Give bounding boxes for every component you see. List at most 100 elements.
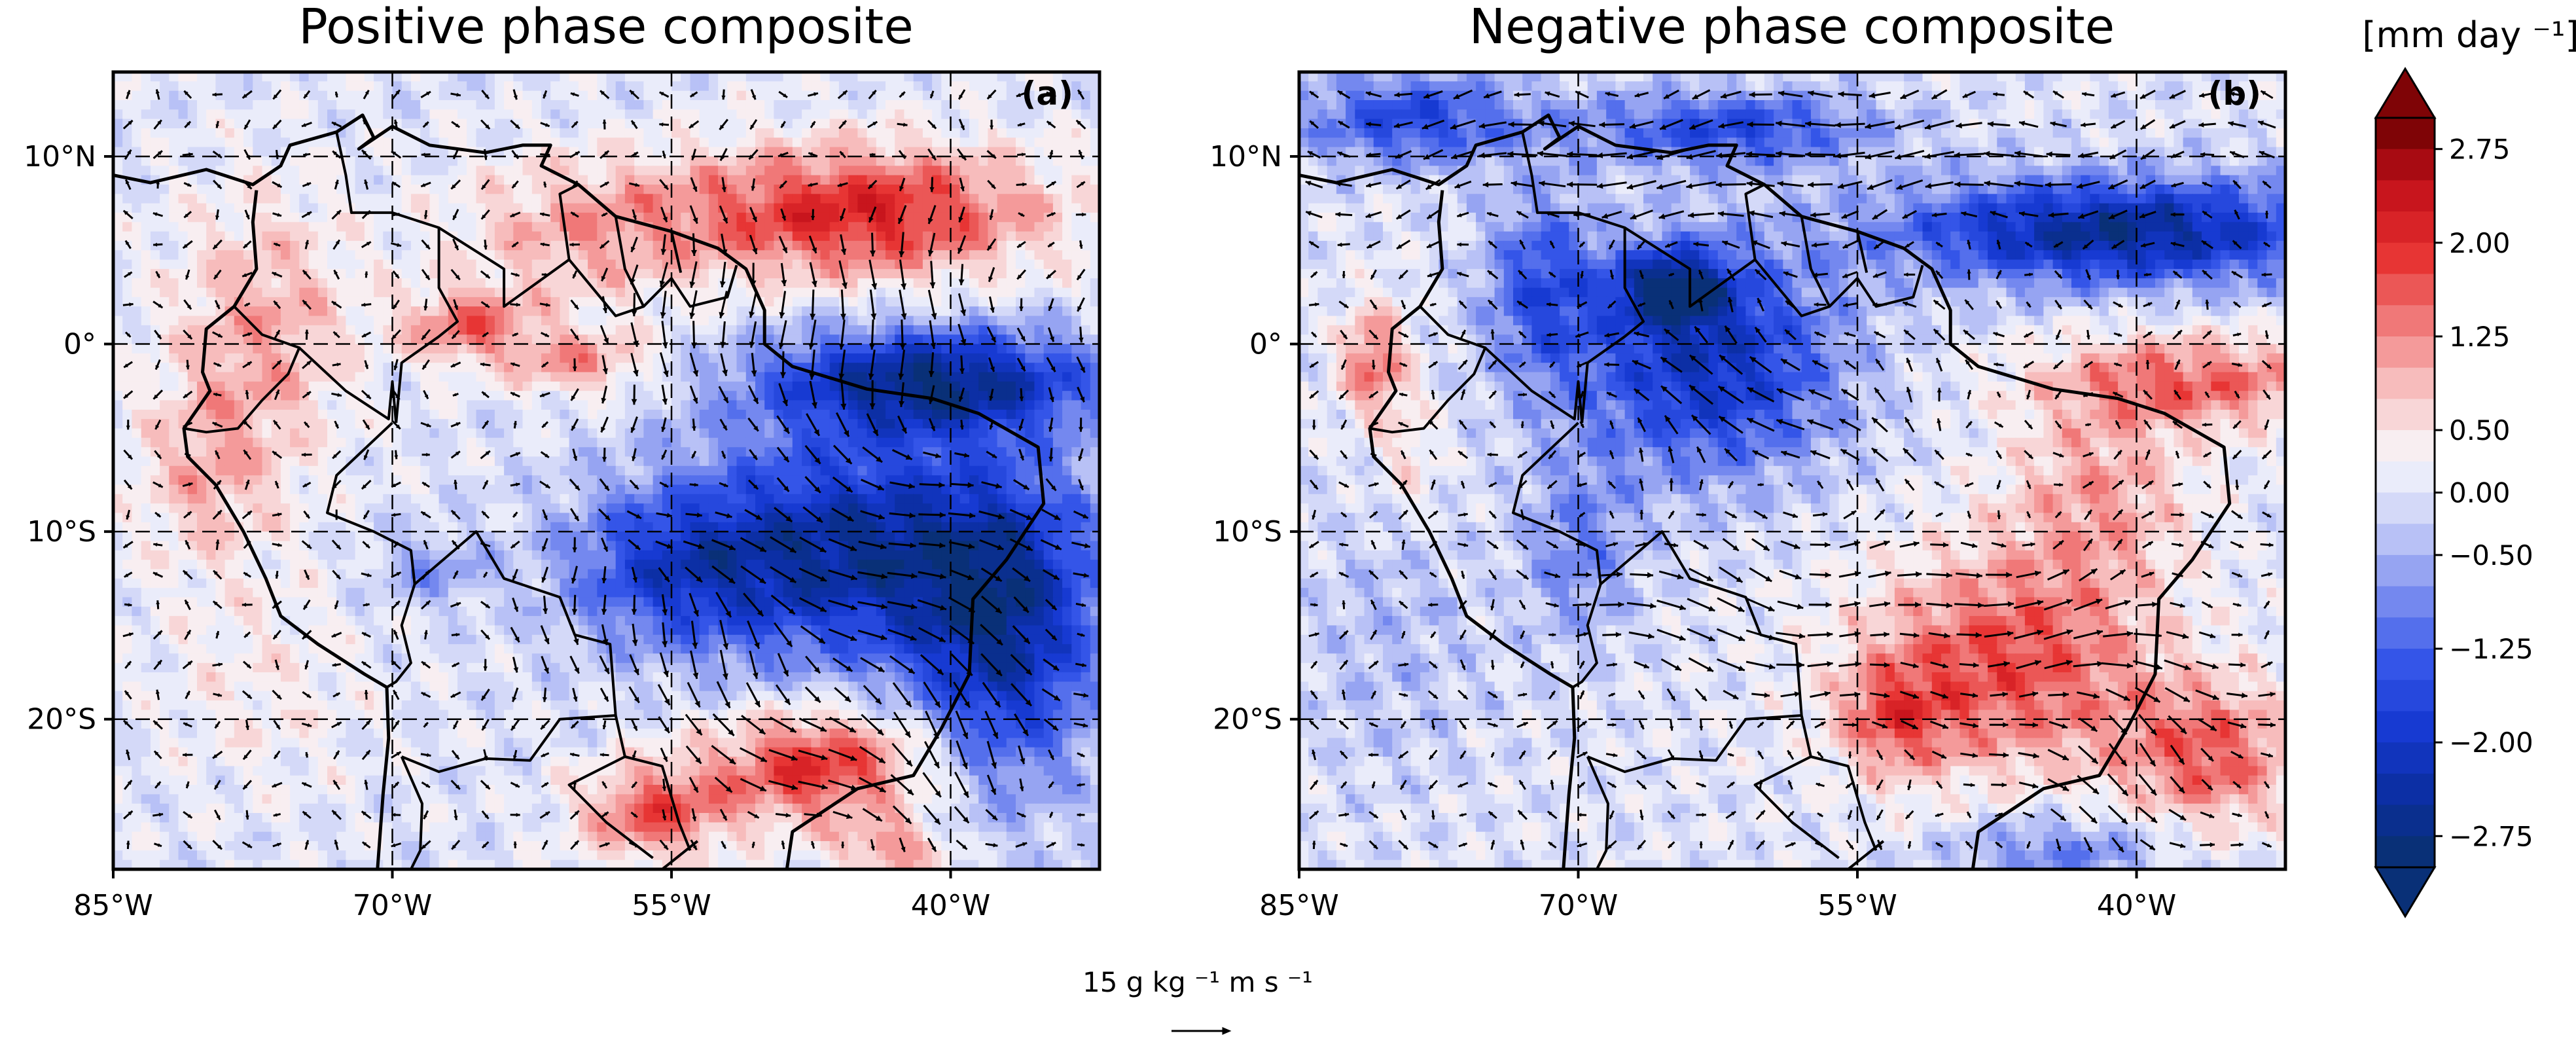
field-cell [969,212,979,223]
field-cell [522,381,533,391]
field-cell [522,203,533,213]
field-cell [988,128,998,139]
field-cell [1090,109,1100,120]
field-cell [1052,494,1063,504]
field-cell [922,240,933,251]
field-cell [448,90,458,101]
field-cell [113,297,123,307]
field-cell [634,465,645,476]
field-cell [383,231,393,242]
field-cell [941,250,952,261]
field-cell [774,212,784,223]
field-cell [513,381,524,391]
field-cell [950,212,961,223]
field-cell [885,90,895,101]
field-cell [429,287,440,298]
field-cell [457,316,467,326]
field-cell [355,372,365,382]
field-cell [1016,100,1026,111]
field-cell [467,297,477,307]
field-cell [467,100,477,111]
field-cell [969,222,979,232]
field-cell [150,456,160,467]
field-cell [178,475,188,486]
field-cell [299,72,310,82]
field-cell [736,475,747,486]
field-cell [336,316,347,326]
field-cell [494,185,505,195]
field-cell [885,419,895,429]
field-cell [1090,259,1100,270]
field-cell [755,100,765,111]
field-cell [727,90,738,101]
field-cell [550,316,561,326]
field-cell [504,81,514,92]
field-cell [132,325,142,335]
field-cell [271,428,281,439]
field-cell [467,503,477,514]
field-cell [997,325,1007,335]
field-cell [1071,175,1082,185]
field-cell [504,503,514,514]
field-cell [531,297,542,307]
field-cell [904,137,914,148]
field-cell [271,278,281,289]
field-cell [1090,278,1100,289]
field-cell [904,400,914,410]
field-cell [867,194,877,204]
field-cell [141,166,151,176]
field-cell [950,166,961,176]
field-cell [169,372,179,382]
field-cell [429,203,440,213]
field-cell [1025,166,1035,176]
field-cell [141,100,151,111]
field-cell [150,118,160,129]
field-cell [290,400,300,410]
field-cell [643,344,654,354]
field-cell [1071,137,1082,148]
field-cell [550,484,561,495]
field-cell [476,494,486,504]
field-cell [494,316,505,326]
field-cell [764,381,775,391]
field-cell [681,503,691,514]
field-cell [681,391,691,401]
field-cell [290,203,300,213]
field-cell [197,287,207,298]
field-cell [327,456,337,467]
field-cell [736,447,747,458]
field-cell [671,100,681,111]
field-cell [374,344,384,354]
field-cell [327,109,337,120]
field-cell [346,419,356,429]
field-cell [969,137,979,148]
field-cell [541,250,551,261]
field-cell [420,175,431,185]
field-cell [476,297,486,307]
field-cell [736,334,747,345]
field-cell [597,259,607,270]
field-cell [448,156,458,167]
field-cell [829,250,840,261]
field-cell [448,222,458,232]
precipitation-field [113,72,1100,869]
field-cell [132,391,142,401]
field-cell [913,147,923,157]
field-cell [467,316,477,326]
field-cell [1081,428,1091,439]
field-cell [969,287,979,298]
field-cell [662,203,672,213]
field-cell [383,475,393,486]
field-cell [774,81,784,92]
field-cell [699,278,709,289]
field-cell [1006,381,1016,391]
field-cell [308,118,319,129]
field-cell [1043,465,1054,476]
field-cell [643,175,654,185]
field-cell [141,212,151,223]
field-cell [160,419,170,429]
field-cell [941,334,952,345]
field-cell [550,250,561,261]
field-cell [429,484,440,495]
field-cell [187,231,198,242]
